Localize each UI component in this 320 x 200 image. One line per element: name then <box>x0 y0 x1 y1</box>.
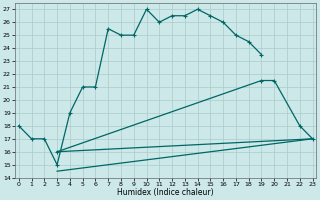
X-axis label: Humidex (Indice chaleur): Humidex (Indice chaleur) <box>117 188 214 197</box>
